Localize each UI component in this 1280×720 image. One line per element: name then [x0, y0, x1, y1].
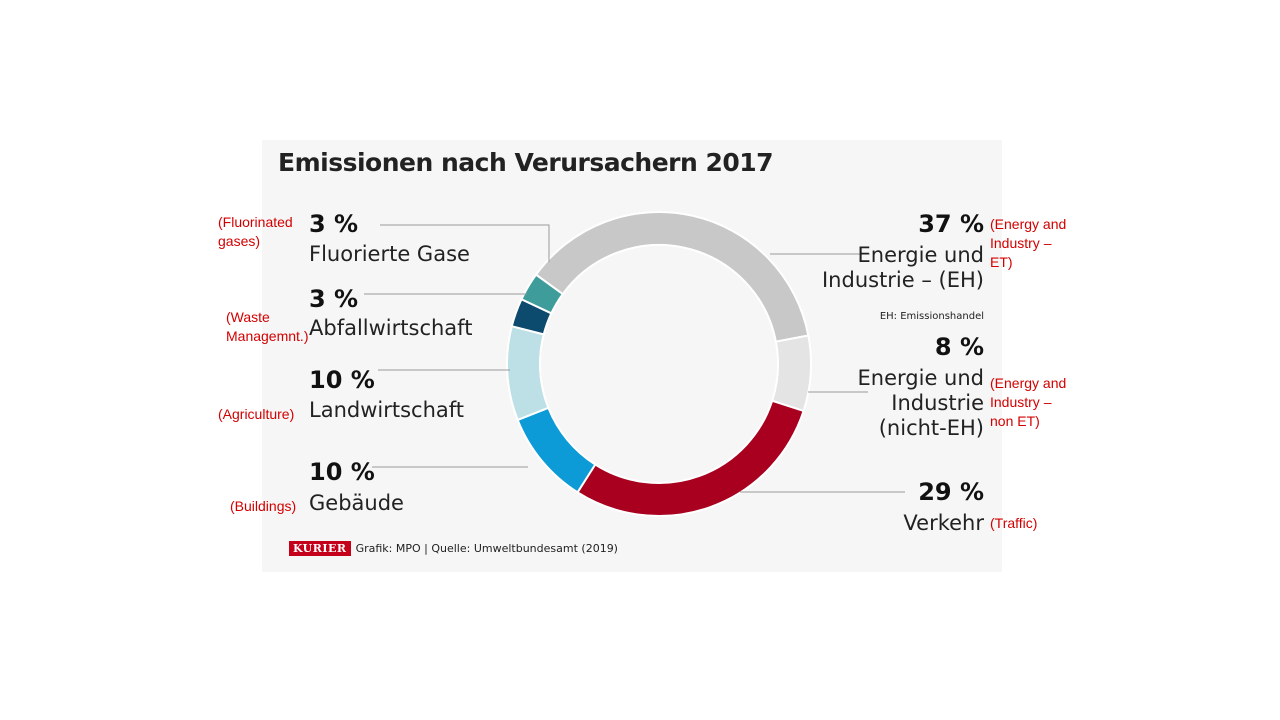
value-label-energie-nicht-eh: 8 %: [934, 333, 984, 361]
value-label-energie-eh: 37 %: [918, 210, 984, 238]
source-text: Grafik: MPO | Quelle: Umweltbundesamt (2…: [355, 542, 618, 555]
chart-title: Emissionen nach Verursachern 2017: [278, 148, 774, 177]
donut-segment-4: [506, 324, 550, 422]
kurier-logo: KURIER: [289, 541, 351, 556]
translation-label-abfallwirtschaft: (Waste Managemnt.): [226, 309, 309, 344]
source-footer: KURIER Grafik: MPO | Quelle: Umweltbundes…: [289, 541, 618, 557]
donut-segment-0: [534, 211, 810, 343]
donut-segment-6: [520, 273, 565, 315]
translation-label-gebaeude: (Buildings): [230, 498, 297, 514]
category-label-fluorierte-gase: Fluorierte Gase: [309, 242, 470, 266]
translation-label-verkehr: (Traffic): [990, 515, 1038, 531]
category-label-gebaeude: Gebäude: [309, 491, 404, 515]
value-label-abfallwirtschaft: 3 %: [309, 285, 359, 313]
translation-label-landwirtschaft: (Agriculture): [218, 406, 295, 422]
note-emissionshandel: EH: Emissionshandel: [879, 311, 984, 322]
category-label-energie-nicht-eh: Energie und Industrie (nicht-EH): [857, 366, 984, 440]
leader-line-fluorierte-gase: [380, 224, 550, 262]
value-label-verkehr: 29 %: [918, 478, 984, 506]
value-label-fluorierte-gase: 3 %: [309, 210, 359, 238]
donut-segment-3: [516, 406, 597, 494]
category-label-energie-eh: Energie und Industrie – (EH): [821, 243, 984, 292]
translation-label-fluorierte-gase: (Fluorinated gases): [218, 214, 293, 249]
value-label-landwirtschaft: 10 %: [309, 366, 375, 394]
category-label-abfallwirtschaft: Abfallwirtschaft: [309, 316, 473, 340]
translation-label-energie-eh: (Energy and Industry – ET): [990, 216, 1067, 270]
category-label-verkehr: Verkehr: [903, 511, 984, 535]
value-label-gebaeude: 10 %: [309, 458, 375, 486]
category-label-landwirtschaft: Landwirtschaft: [309, 398, 465, 422]
translation-label-energie-nicht-eh: (Energy and Industry – non ET): [990, 375, 1067, 429]
donut-segment-2: [576, 399, 805, 517]
